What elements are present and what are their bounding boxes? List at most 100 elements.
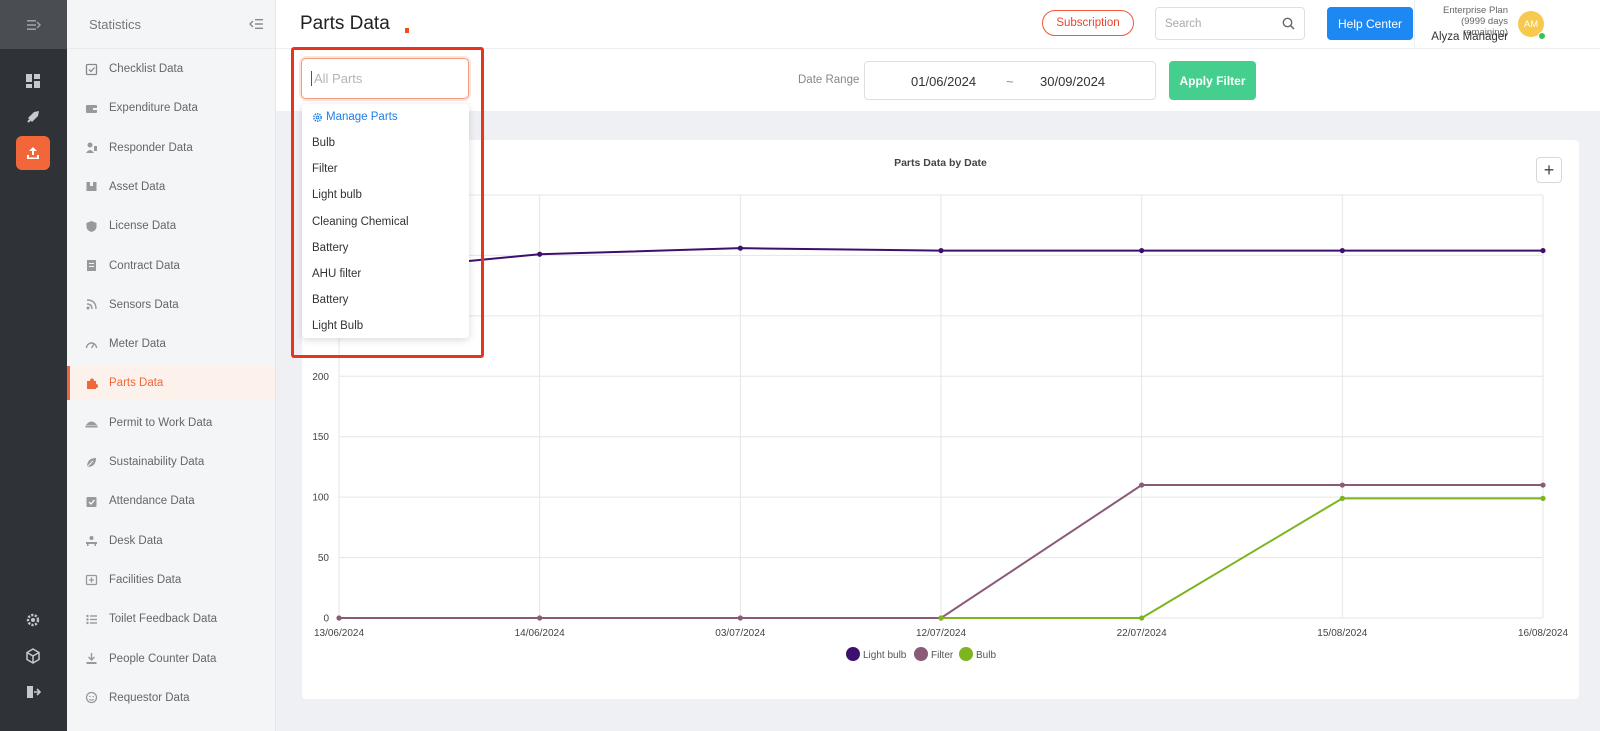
desk-icon xyxy=(85,534,98,547)
wallet-icon xyxy=(85,102,98,115)
statistics-nav-button[interactable] xyxy=(16,136,50,170)
responder-icon xyxy=(85,141,98,154)
search-input[interactable]: Search xyxy=(1155,7,1305,40)
dashboard-nav-button[interactable] xyxy=(16,64,50,98)
part-option[interactable]: Battery xyxy=(312,241,349,254)
sidebar-item-attendance-data[interactable]: Attendance Data xyxy=(67,484,275,518)
y-tick-label: 200 xyxy=(312,372,329,383)
header-divider xyxy=(1414,0,1415,49)
search-placeholder: Search xyxy=(1165,17,1202,30)
sidebar-item-label: Checklist Data xyxy=(109,63,184,75)
collapse-sidebar-icon[interactable] xyxy=(249,18,263,30)
title-marker xyxy=(405,28,409,33)
data-point-bulb xyxy=(1339,495,1345,501)
sidebar-item-permit-to-work-data[interactable]: Permit to Work Data xyxy=(67,406,275,440)
chart-title: Parts Data by Date xyxy=(894,157,987,169)
data-point-light-bulb xyxy=(737,245,743,251)
sidebar-item-asset-data[interactable]: Asset Data xyxy=(67,170,275,204)
legend-swatch-filter xyxy=(914,647,928,661)
apply-filter-button[interactable]: Apply Filter xyxy=(1169,61,1256,100)
help-center-button[interactable]: Help Center xyxy=(1327,7,1413,40)
sidebar-item-desk-data[interactable]: Desk Data xyxy=(67,524,275,558)
sidebar-item-facilities-data[interactable]: Facilities Data xyxy=(67,563,275,597)
sidebar-item-requestor-data[interactable]: Requestor Data xyxy=(67,681,275,715)
legend-swatch-light-bulb xyxy=(846,647,860,661)
sidebar-item-label: Sustainability Data xyxy=(109,456,205,468)
meter-icon xyxy=(85,338,98,351)
sidebar-item-parts-data[interactable]: Parts Data xyxy=(67,366,275,401)
people-counter-icon xyxy=(85,652,98,665)
date-from[interactable]: 01/06/2024 xyxy=(911,74,977,89)
sidebar-item-label: Attendance Data xyxy=(109,495,195,508)
sidebar-item-label: Toilet Feedback Data xyxy=(109,613,218,626)
sidebar-item-sustainability-data[interactable]: Sustainability Data xyxy=(67,445,275,479)
dashboard-icon xyxy=(26,74,40,88)
logout-icon xyxy=(27,686,41,698)
date-to[interactable]: 30/09/2024 xyxy=(1040,74,1106,89)
sidebar-item-license-data[interactable]: License Data xyxy=(67,209,275,243)
sidebar-item-expenditure-data[interactable]: Expenditure Data xyxy=(67,91,275,125)
data-point-filter xyxy=(537,615,543,621)
online-status-dot xyxy=(1538,32,1546,40)
user-name[interactable]: Alyza Manager xyxy=(1431,31,1508,43)
sidebar-item-toilet-feedback-data[interactable]: Toilet Feedback Data xyxy=(67,602,275,636)
data-point-light-bulb xyxy=(1540,247,1546,254)
sensor-icon xyxy=(85,298,98,311)
plan-days-remaining: (9999 days remaining) xyxy=(1460,16,1508,38)
sidebar-item-people-counter-data[interactable]: People Counter Data xyxy=(67,642,275,676)
part-option[interactable]: Bulb xyxy=(312,137,336,149)
legend-swatch-bulb xyxy=(959,647,973,661)
data-point-filter xyxy=(1339,482,1345,488)
sidebar-item-meter-data[interactable]: Meter Data xyxy=(67,327,275,361)
sidebar-item-contract-data[interactable]: Contract Data xyxy=(67,249,275,283)
date-range-label: Date Range xyxy=(798,74,860,86)
chart-card: 0 50 100 150 200 13/06/2024 14/06/2024 03/07/20… xyxy=(302,140,1579,699)
sidebar-item-label: Parts Data xyxy=(109,377,164,390)
part-option[interactable]: Cleaning Chemical xyxy=(312,215,409,228)
sidebar-title: Statistics xyxy=(89,16,142,32)
settings-nav-button[interactable] xyxy=(16,603,50,637)
sidebar-item-sensors-data[interactable]: Sensors Data xyxy=(67,288,275,322)
statistics-sidebar: Statistics Checklist Data Expenditure Dat… xyxy=(67,0,276,731)
manage-parts-link[interactable]: Manage Parts xyxy=(312,111,398,123)
data-point-bulb xyxy=(938,615,944,621)
date-range-picker[interactable]: 01/06/2024 ~ 30/09/2024 xyxy=(864,61,1156,100)
parts-placeholder: All Parts xyxy=(314,71,363,86)
date-separator: ~ xyxy=(1006,74,1014,89)
part-option[interactable]: Light Bulb xyxy=(312,320,364,333)
icon-rail xyxy=(0,0,67,731)
y-tick-label: 50 xyxy=(318,553,330,564)
data-point-filter xyxy=(336,615,342,621)
sidebar-item-label: Requestor Data xyxy=(109,691,190,704)
sidebar-item-label: Responder Data xyxy=(109,141,193,154)
expand-menu-button[interactable] xyxy=(0,0,67,49)
sidebar-item-label: Expenditure Data xyxy=(109,102,198,115)
legend-label: Bulb xyxy=(976,650,996,661)
sidebar-item-label: Permit to Work Data xyxy=(109,416,213,429)
sidebar-item-checklist-data[interactable]: Checklist Data xyxy=(67,52,275,86)
logout-nav-button[interactable] xyxy=(16,675,50,709)
feedback-icon xyxy=(85,613,98,626)
data-point-light-bulb xyxy=(537,251,543,257)
launch-nav-button[interactable] xyxy=(16,100,50,134)
parts-select-input[interactable]: All Parts xyxy=(301,58,469,99)
menu-expand-icon xyxy=(26,19,41,30)
statistics-upload-icon xyxy=(27,147,39,159)
part-option[interactable]: Battery xyxy=(312,294,349,307)
x-tick-label: 13/06/2024 xyxy=(314,628,364,639)
facilities-icon xyxy=(85,573,98,586)
part-option[interactable]: AHU filter xyxy=(312,268,362,280)
add-chart-button[interactable]: + xyxy=(1536,157,1562,183)
search-icon xyxy=(1282,17,1295,30)
subscription-button[interactable]: Subscription xyxy=(1042,10,1134,36)
y-tick-label: 150 xyxy=(312,432,329,443)
sidebar-item-responder-data[interactable]: Responder Data xyxy=(67,131,275,165)
leaf-icon xyxy=(85,456,98,469)
part-option[interactable]: Light bulb xyxy=(312,189,362,202)
x-tick-label: 15/08/2024 xyxy=(1317,628,1367,639)
x-tick-label: 12/07/2024 xyxy=(916,628,966,639)
modules-nav-button[interactable] xyxy=(16,639,50,673)
gear-icon xyxy=(313,112,322,122)
part-option[interactable]: Filter xyxy=(312,163,338,176)
x-tick-label: 14/06/2024 xyxy=(515,628,565,639)
